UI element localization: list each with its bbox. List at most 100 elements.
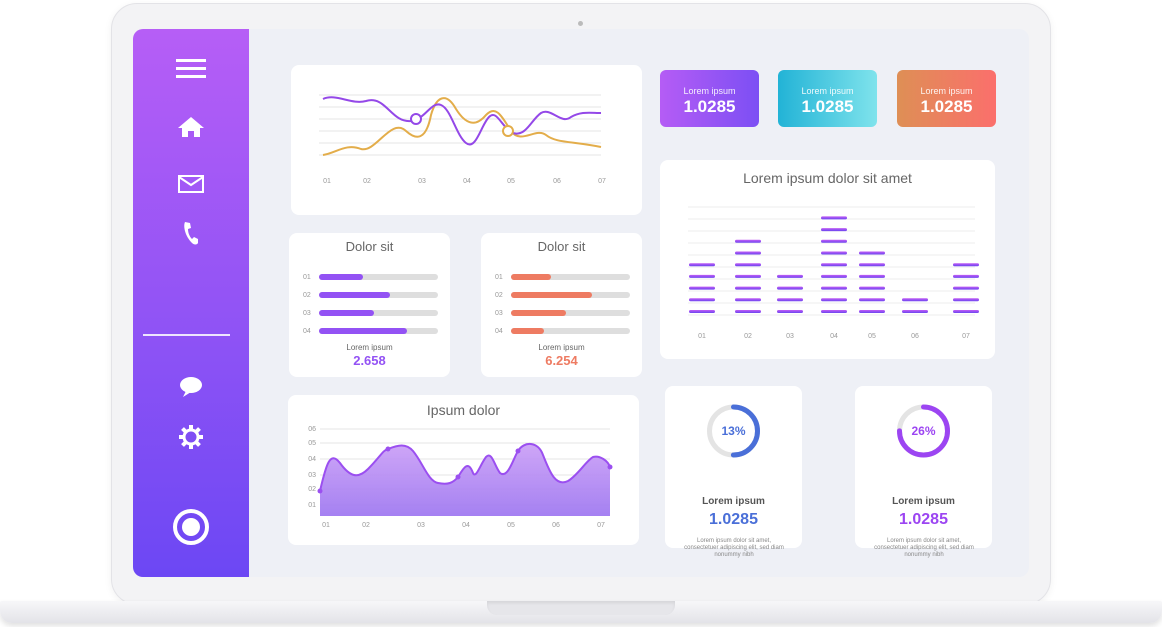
- equalizer-segment: [821, 263, 847, 267]
- equalizer-segment: [953, 274, 979, 278]
- axis-tick-label: 03: [786, 333, 794, 340]
- axis-tick-label: 07: [962, 333, 970, 340]
- area-fill: [320, 443, 610, 516]
- progress-fill: [319, 328, 408, 334]
- progress-row-number: 03: [495, 309, 503, 317]
- axis-tick-label: 04: [830, 333, 838, 340]
- axis-tick-label: 07: [598, 178, 606, 185]
- progress-track: [319, 310, 438, 316]
- progress-track: [319, 274, 438, 280]
- donut-value: 1.0285: [899, 511, 948, 528]
- progress-row: 01: [495, 272, 630, 282]
- camera: [578, 21, 583, 26]
- progress-fill: [511, 328, 545, 334]
- gear-icon[interactable]: [171, 422, 211, 452]
- axis-tick-label: 04: [463, 178, 471, 185]
- line-chart-card: 01 02 03 04 05 06 07: [291, 65, 642, 215]
- progress-card-title: Dolor sit: [345, 239, 394, 254]
- chat-icon[interactable]: [171, 371, 211, 401]
- progress-track: [319, 328, 438, 334]
- axis-tick-label: 01: [698, 333, 706, 340]
- sidebar: [133, 29, 249, 577]
- equalizer-segment: [735, 263, 761, 267]
- equalizer-segment: [821, 228, 847, 232]
- stat-label: Lorem ipsum: [920, 86, 973, 96]
- equalizer-segment: [821, 216, 847, 220]
- equalizer-segment: [821, 239, 847, 243]
- data-point: [410, 113, 422, 125]
- sidebar-divider: [143, 334, 230, 336]
- record-icon[interactable]: [171, 507, 211, 547]
- donut-value: 1.0285: [709, 511, 758, 528]
- equalizer-segment: [735, 298, 761, 302]
- axis-tick-label: 04: [308, 456, 316, 463]
- equalizer-title: Lorem ipsum dolor sit amet: [743, 170, 912, 186]
- area-chart-title: Ipsum dolor: [426, 402, 501, 418]
- progress-row-number: 01: [303, 273, 311, 281]
- dashboard-screen: 01 02 03 04 05 06 07 Lorem ipsum 1.0285 Lorem …: [133, 29, 1029, 577]
- axis-tick-label: 02: [362, 522, 370, 529]
- progress-track: [511, 310, 630, 316]
- equalizer-segment: [689, 274, 715, 278]
- equalizer-segment: [735, 286, 761, 290]
- donut-label: Lorem ipsum: [702, 496, 765, 507]
- axis-tick-label: 05: [507, 178, 515, 185]
- axis-tick-label: 05: [868, 333, 876, 340]
- stat-value: 1.0285: [683, 97, 736, 116]
- donut-arc: [897, 404, 950, 458]
- axis-tick-label: 05: [308, 440, 316, 447]
- equalizer-segment: [953, 298, 979, 302]
- progress-card-label: Lorem ipsum: [346, 343, 393, 352]
- home-icon[interactable]: [171, 112, 211, 142]
- equalizer-segment: [735, 310, 761, 313]
- donut-label: Lorem ipsum: [892, 496, 955, 507]
- equalizer-segment: [953, 263, 979, 267]
- data-point: [502, 125, 514, 137]
- donut-chart: [897, 404, 950, 458]
- area-line: [319, 443, 611, 492]
- equalizer-segment: [689, 298, 715, 302]
- data-point: [515, 448, 521, 454]
- progress-fill: [319, 274, 364, 280]
- progress-row: 04: [303, 326, 438, 336]
- equalizer-segment: [735, 239, 761, 243]
- stat-card-1[interactable]: Lorem ipsum 1.0285: [660, 70, 759, 127]
- stat-card-3[interactable]: Lorem ipsum 1.0285: [897, 70, 996, 127]
- mail-icon[interactable]: [171, 169, 211, 199]
- stat-value: 1.0285: [920, 97, 973, 116]
- data-point: [607, 464, 613, 470]
- equalizer-segment: [859, 310, 885, 313]
- equalizer-segment: [953, 310, 979, 313]
- axis-tick-label: 03: [418, 178, 426, 185]
- equalizer-segment: [821, 274, 847, 278]
- series-purple-line: [322, 96, 602, 146]
- equalizer-segment: [777, 298, 803, 302]
- phone-icon[interactable]: [171, 218, 211, 248]
- donut-percent: 13%: [721, 424, 746, 438]
- equalizer-card: Lorem ipsum dolor sit amet 01 02 03 04 05 06 0…: [660, 160, 995, 359]
- progress-track: [511, 274, 630, 280]
- axis-tick-label: 06: [308, 426, 316, 433]
- axis-tick-label: 06: [552, 522, 560, 529]
- axis-tick-label: 05: [507, 522, 515, 529]
- progress-row: 02: [303, 290, 438, 300]
- axis-tick-label: 02: [308, 486, 316, 493]
- axis-tick-label: 01: [322, 522, 330, 529]
- equalizer-segment: [735, 274, 761, 278]
- equalizer-chart: 01 02 03 04 05 06 07: [688, 206, 979, 340]
- axis-tick-label: 04: [462, 522, 470, 529]
- progress-card-1: Dolor sit 01 02 03 04 Lorem ipsum 2.658: [289, 233, 450, 377]
- stat-card-2[interactable]: Lorem ipsum 1.0285: [778, 70, 877, 127]
- progress-fill: [511, 292, 592, 298]
- axis-tick-label: 06: [553, 178, 561, 185]
- series-orange-line: [322, 97, 602, 156]
- progress-track: [511, 292, 630, 298]
- progress-row-number: 04: [303, 327, 311, 335]
- equalizer-segment: [902, 298, 928, 302]
- equalizer-segment: [689, 263, 715, 267]
- data-point: [317, 488, 323, 494]
- axis-tick-label: 01: [308, 502, 316, 509]
- progress-track: [511, 328, 630, 334]
- menu-icon[interactable]: [171, 54, 211, 84]
- equalizer-segment: [859, 298, 885, 302]
